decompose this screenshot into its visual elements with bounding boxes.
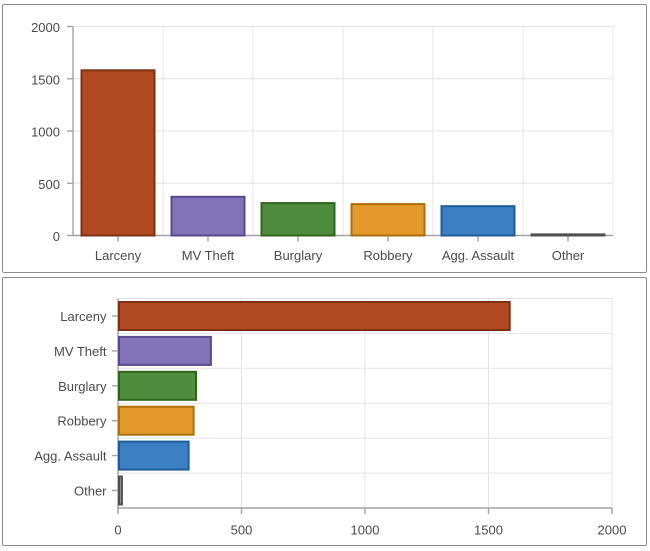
- svg-text:Other: Other: [74, 484, 107, 499]
- svg-text:0: 0: [114, 523, 121, 538]
- svg-text:2000: 2000: [598, 523, 627, 538]
- svg-text:Agg. Assault: Agg. Assault: [34, 449, 107, 464]
- svg-text:500: 500: [231, 523, 253, 538]
- svg-text:Robbery: Robbery: [363, 248, 413, 263]
- svg-text:Burglary: Burglary: [58, 379, 107, 394]
- svg-text:1500: 1500: [31, 72, 60, 87]
- svg-text:1500: 1500: [474, 523, 503, 538]
- svg-text:Burglary: Burglary: [274, 248, 323, 263]
- svg-text:500: 500: [38, 177, 60, 192]
- svg-text:Robbery: Robbery: [57, 414, 107, 429]
- svg-text:0: 0: [53, 229, 60, 244]
- svg-text:1000: 1000: [31, 125, 60, 140]
- svg-text:Agg. Assault: Agg. Assault: [442, 248, 515, 263]
- svg-text:Larceny: Larceny: [95, 248, 142, 263]
- svg-text:1000: 1000: [351, 523, 380, 538]
- svg-text:Other: Other: [552, 248, 585, 263]
- svg-text:Larceny: Larceny: [60, 309, 107, 324]
- svg-text:2000: 2000: [31, 20, 60, 35]
- svg-text:MV Theft: MV Theft: [54, 344, 107, 359]
- svg-text:MV Theft: MV Theft: [182, 248, 235, 263]
